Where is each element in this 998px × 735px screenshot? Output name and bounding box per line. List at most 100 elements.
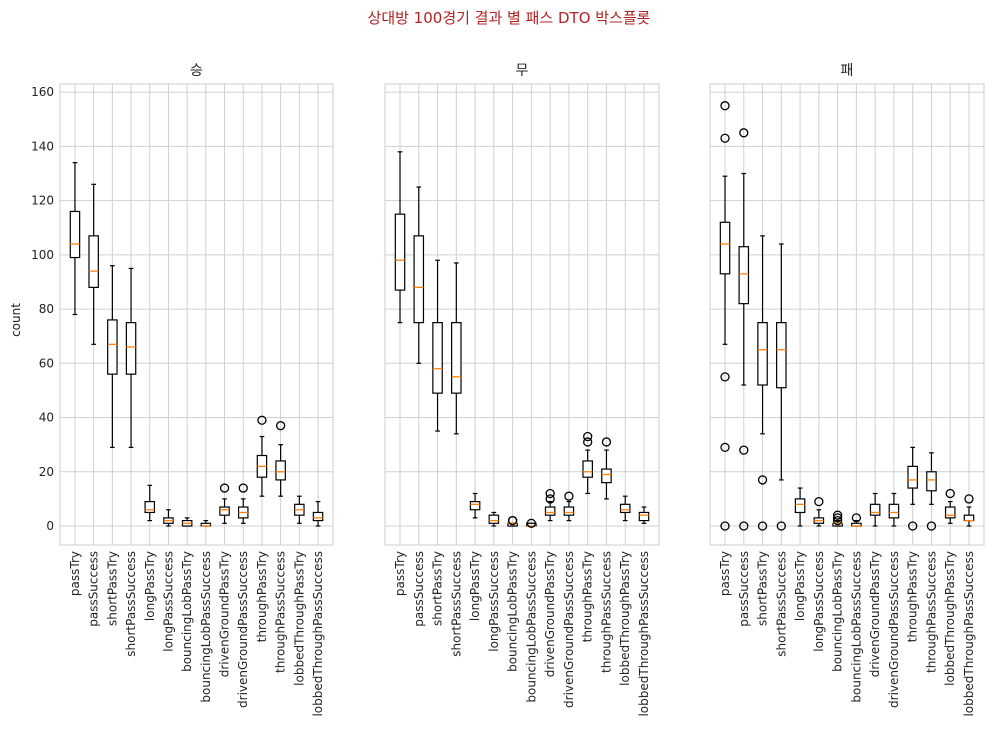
box-lobbedThroughPassTry [944, 488, 956, 524]
box-longPassSuccess [813, 496, 825, 527]
box-shortPassSuccess [776, 243, 787, 531]
x-tick-label: throughPassTry [581, 551, 595, 642]
outlier-point [545, 494, 555, 504]
panel-title: 무 [516, 63, 529, 79]
box-iqr [907, 465, 918, 489]
x-tick-label: shortPassTry [105, 551, 119, 626]
x-tick-label: shortPassTry [756, 551, 770, 626]
outlier-point [926, 521, 937, 531]
box-lobbedThroughPassSuccess [963, 494, 975, 527]
x-tick-label: passSuccess [87, 551, 101, 627]
x-tick-label: passSuccess [737, 551, 751, 627]
outlier-point [739, 521, 749, 531]
box-passSuccess [88, 183, 99, 345]
outlier-point [908, 521, 918, 531]
box-bouncingLobPassSuccess [851, 513, 862, 527]
outlier-point [739, 128, 749, 138]
x-tick-label: drivenGroundPassSuccess [562, 551, 576, 708]
outlier-point [545, 488, 555, 499]
x-tick-label: throughPassSuccess [599, 551, 613, 673]
x-tick-label: longPassTry [793, 551, 807, 621]
x-tick-label: bouncingLobPassSuccess [524, 551, 538, 703]
outlier-point [814, 496, 824, 507]
outlier-point [526, 518, 537, 528]
box-iqr [544, 506, 556, 516]
box-shortPassTry [432, 259, 443, 432]
x-tick-label: passTry [393, 551, 407, 596]
box-iqr [638, 511, 650, 522]
box-shortPassSuccess [451, 262, 462, 435]
box-iqr [888, 503, 900, 519]
panel-2: 무 passTry passSuccess shortPassTry shortPass… [384, 63, 660, 717]
outlier-point [757, 475, 768, 485]
box-throughPassTry [256, 415, 268, 497]
outlier-point [720, 372, 730, 382]
x-tick-label: longPassSuccess [812, 551, 826, 652]
box-iqr [469, 501, 481, 511]
y-tick-label: 140 [31, 139, 54, 153]
box-throughPassTry [582, 431, 593, 495]
box-passTry [69, 162, 81, 316]
x-tick-label: lobbedThroughPassTry [618, 551, 632, 686]
x-tick-label: longPassSuccess [487, 551, 501, 652]
box-lobbedThroughPassTry [294, 495, 305, 524]
box-longPassSuccess [163, 509, 174, 527]
x-tick-label: throughPassTry [255, 551, 269, 642]
box-iqr [312, 511, 324, 522]
x-tick-label: throughPassSuccess [924, 551, 938, 673]
box-passSuccess [413, 186, 425, 364]
outlier-point [257, 415, 267, 425]
box-iqr [869, 503, 881, 516]
box-iqr [88, 235, 99, 288]
box-iqr [219, 506, 230, 516]
box-iqr [926, 471, 937, 492]
box-longPassTry [794, 487, 806, 527]
box-iqr [563, 506, 575, 516]
box-iqr [488, 514, 500, 524]
y-tick-label: 120 [31, 194, 54, 208]
box-passTry [719, 101, 731, 531]
x-tick-label: bouncingLobPassSuccess [199, 551, 213, 703]
box-iqr [738, 246, 750, 305]
x-tick-label: longPassTry [468, 551, 482, 621]
panel-title: 패 [841, 63, 854, 79]
box-iqr [451, 322, 462, 394]
box-bouncingLobPassTry [832, 510, 843, 527]
outlier-point [832, 513, 843, 523]
outlier-point [219, 483, 230, 493]
y-tick-label: 20 [39, 465, 54, 479]
y-axis-label: count [9, 303, 23, 337]
box-lobbedThroughPassSuccess [638, 506, 650, 524]
x-tick-label: lobbedThroughPassSuccess [962, 551, 976, 717]
x-tick-label: drivenGroundPassSuccess [236, 551, 250, 708]
panel-title: 승 [190, 63, 203, 79]
plot-frame [709, 83, 985, 546]
box-passTry [394, 151, 406, 324]
box-passSuccess [738, 128, 750, 531]
box-iqr [125, 322, 137, 375]
outlier-point [832, 510, 843, 520]
x-tick-label: lobbedThroughPassTry [943, 551, 957, 686]
outlier-point [564, 491, 574, 501]
box-drivenGroundPassSuccess [888, 492, 900, 527]
box-throughPassSuccess [601, 437, 612, 500]
x-tick-label: drivenGroundPassTry [543, 551, 557, 677]
box-iqr [944, 506, 956, 519]
x-tick-label: bouncingLobPassTry [180, 551, 194, 672]
x-tick-label: drivenGroundPassTry [868, 551, 882, 677]
x-tick-label: lobbedThroughPassTry [292, 551, 306, 686]
outlier-point [851, 513, 862, 523]
y-tick-label: 80 [39, 302, 54, 316]
box-iqr [963, 514, 975, 522]
outlier-point [720, 521, 730, 531]
outlier-point [507, 515, 518, 526]
outlier-point [720, 101, 730, 111]
outlier-point [238, 483, 248, 493]
x-tick-label: drivenGroundPassSuccess [887, 551, 901, 708]
outlier-point [945, 488, 955, 499]
x-tick-label: bouncingLobPassTry [506, 551, 520, 672]
outlier-point [275, 421, 286, 431]
x-tick-label: bouncingLobPassTry [831, 551, 845, 672]
x-tick-label: drivenGroundPassTry [218, 551, 232, 677]
